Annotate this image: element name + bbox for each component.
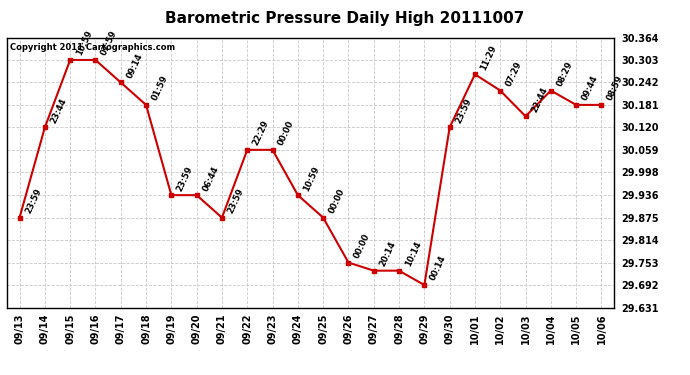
Text: 22:44: 22:44 bbox=[530, 86, 549, 114]
Text: 23:59: 23:59 bbox=[175, 165, 195, 192]
Text: 00:14: 00:14 bbox=[428, 254, 448, 282]
Text: 01:59: 01:59 bbox=[150, 74, 170, 102]
Text: 06:44: 06:44 bbox=[201, 164, 220, 192]
Text: 08:29: 08:29 bbox=[555, 60, 574, 88]
Text: 22:29: 22:29 bbox=[251, 119, 271, 147]
Text: 00:00: 00:00 bbox=[353, 232, 372, 260]
Text: 07:59: 07:59 bbox=[99, 29, 119, 57]
Text: 08:59: 08:59 bbox=[606, 74, 625, 102]
Text: 07:29: 07:29 bbox=[504, 60, 524, 88]
Text: Barometric Pressure Daily High 20111007: Barometric Pressure Daily High 20111007 bbox=[166, 11, 524, 26]
Text: 23:59: 23:59 bbox=[23, 187, 43, 215]
Text: 09:44: 09:44 bbox=[580, 74, 600, 102]
Text: 10:14: 10:14 bbox=[403, 240, 423, 268]
Text: 23:44: 23:44 bbox=[49, 96, 68, 124]
Text: 23:59: 23:59 bbox=[226, 187, 246, 215]
Text: 20:14: 20:14 bbox=[378, 240, 397, 268]
Text: 00:00: 00:00 bbox=[327, 187, 346, 215]
Text: 00:00: 00:00 bbox=[277, 119, 296, 147]
Text: 09:14: 09:14 bbox=[125, 52, 144, 80]
Text: 23:59: 23:59 bbox=[454, 97, 473, 124]
Text: 11:29: 11:29 bbox=[479, 44, 499, 72]
Text: Copyright 2011 Cartographics.com: Copyright 2011 Cartographics.com bbox=[10, 43, 175, 52]
Text: 10:59: 10:59 bbox=[302, 165, 322, 192]
Text: 10:59: 10:59 bbox=[75, 29, 94, 57]
